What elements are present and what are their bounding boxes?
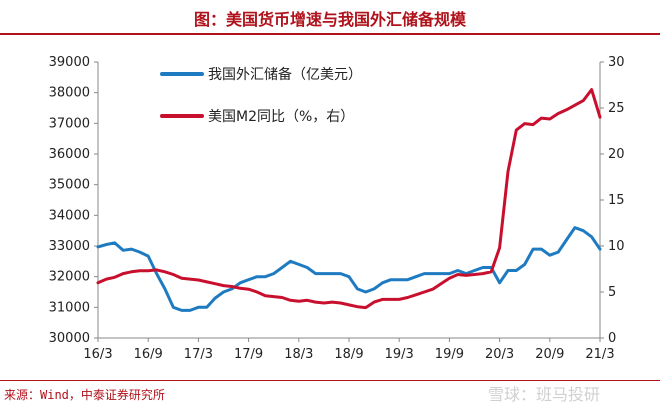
- left-tick-label: 30000: [49, 331, 90, 346]
- x-tick-label: 18/3: [284, 347, 313, 362]
- right-tick-label: 25: [608, 101, 625, 116]
- watermark-text: 雪球：班马投研: [488, 385, 601, 404]
- left-tick-label: 38000: [49, 86, 90, 101]
- left-tick-label: 35000: [49, 178, 90, 193]
- right-tick-label: 30: [608, 55, 625, 70]
- fx-reserves-line: [96, 226, 602, 312]
- left-tick-label: 36000: [49, 147, 90, 162]
- left-tick-label: 39000: [49, 55, 90, 70]
- legend-label: 美国M2同比（%，右）: [208, 109, 354, 125]
- left-tick-label: 32000: [49, 270, 90, 285]
- source-note: 来源：Wind，中泰证券研究所: [4, 388, 165, 402]
- x-tick-label: 17/9: [234, 347, 263, 362]
- right-tick-label: 10: [608, 239, 625, 254]
- series-lines: [96, 88, 602, 312]
- title-underline: [0, 33, 660, 35]
- footer-rule: [0, 380, 660, 381]
- left-tick-label: 37000: [49, 116, 90, 131]
- x-tick-label: 16/9: [134, 347, 163, 362]
- legend-label: 我国外汇储备（亿美元）: [208, 66, 362, 83]
- right-tick-label: 15: [608, 193, 625, 208]
- axes: [97, 62, 601, 339]
- x-tick-label: 21/3: [585, 347, 614, 362]
- left-tick-label: 33000: [49, 239, 90, 254]
- x-axis-ticks: 16/3 16/9 17/3 17/9 18/3 18/9 19/3 19/9 20/3 20/9…: [83, 338, 615, 362]
- right-tick-label: 20: [608, 147, 625, 162]
- legend: 我国外汇储备（亿美元） 美国M2同比（%，右）: [160, 66, 362, 125]
- x-tick-label: 20/3: [485, 347, 514, 362]
- x-tick-label: 19/3: [385, 347, 414, 362]
- line-chart: 30000 31000 32000 33000 34000 35000 36000 37000…: [49, 55, 625, 362]
- right-axis-ticks: 0 5 10 15 20 25 30: [600, 55, 625, 346]
- x-tick-label: 17/3: [184, 347, 213, 362]
- x-tick-label: 20/9: [535, 347, 564, 362]
- us-m2-yoy-line: [96, 88, 602, 310]
- chart-title: 图：美国货币增速与我国外汇储备规模: [193, 10, 466, 29]
- left-axis-ticks: 30000 31000 32000 33000 34000 35000 36000 37000…: [49, 55, 98, 346]
- x-tick-label: 16/3: [83, 347, 112, 362]
- x-tick-label: 19/9: [435, 347, 464, 362]
- right-tick-label: 5: [608, 285, 616, 300]
- right-tick-label: 0: [608, 331, 616, 346]
- left-tick-label: 34000: [49, 208, 90, 223]
- left-tick-label: 31000: [49, 300, 90, 315]
- x-tick-label: 18/9: [334, 347, 363, 362]
